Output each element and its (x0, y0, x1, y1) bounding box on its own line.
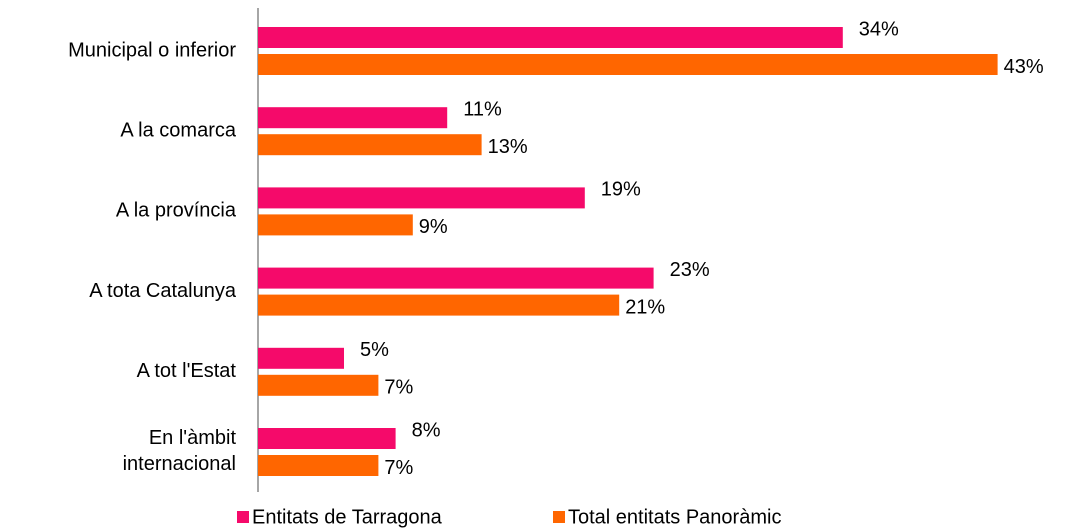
data-label: 11% (463, 98, 502, 120)
bar (258, 134, 482, 156)
bar (258, 374, 379, 396)
bar (258, 294, 620, 316)
bar (258, 107, 448, 129)
data-label: 8% (412, 419, 441, 441)
bar (258, 455, 379, 476)
data-label: 21% (625, 296, 665, 318)
y-tick-label: Municipal o inferior (68, 39, 236, 61)
bar (258, 428, 396, 449)
data-label: 13% (488, 136, 528, 158)
data-label: 7% (384, 457, 413, 479)
y-tick-label: A tot l'Estat (137, 360, 237, 382)
bar (258, 27, 843, 48)
bar (258, 267, 654, 289)
legend-label: Total entitats Panoràmic (568, 506, 781, 528)
data-label: 34% (859, 18, 899, 40)
y-tick-label: A la comarca (120, 119, 236, 141)
data-label: 5% (360, 339, 389, 361)
legend-swatch (553, 511, 565, 523)
legend-label: Entitats de Tarragona (252, 506, 443, 528)
bar (258, 187, 585, 209)
data-label: 9% (419, 216, 448, 238)
data-label: 19% (601, 179, 641, 201)
y-tick-label: En l'àmbit internacional (123, 427, 237, 475)
data-label: 23% (670, 259, 710, 281)
bar (258, 214, 413, 236)
y-tick-label: A la província (116, 200, 237, 222)
data-label: 43% (1004, 56, 1044, 78)
y-tick-label: A tota Catalunya (89, 280, 237, 302)
bar (258, 54, 998, 75)
data-label: 7% (384, 377, 413, 399)
bar (258, 347, 344, 369)
legend-swatch (237, 511, 249, 523)
